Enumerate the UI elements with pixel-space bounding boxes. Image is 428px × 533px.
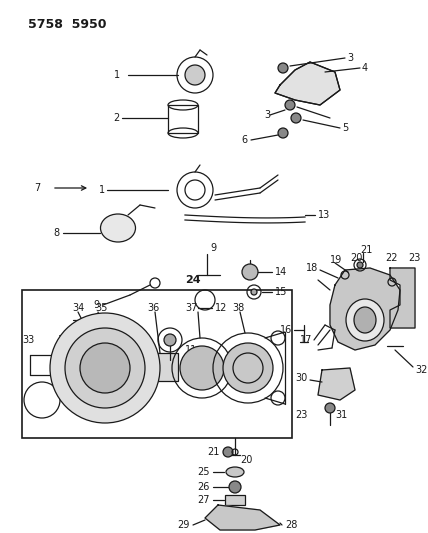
Text: 29: 29: [178, 520, 190, 530]
Circle shape: [223, 447, 233, 457]
Circle shape: [278, 63, 288, 73]
Text: 3: 3: [347, 53, 353, 63]
Text: 9: 9: [210, 243, 216, 253]
Text: 20: 20: [240, 455, 253, 465]
Circle shape: [164, 334, 176, 346]
Circle shape: [242, 264, 258, 280]
Circle shape: [80, 343, 130, 393]
Text: 11: 11: [185, 345, 197, 355]
Text: 15: 15: [275, 287, 287, 297]
Text: 8: 8: [54, 228, 60, 238]
Polygon shape: [390, 268, 415, 328]
Text: 5758  5950: 5758 5950: [28, 18, 107, 31]
Ellipse shape: [354, 307, 376, 333]
Text: 4: 4: [362, 63, 368, 73]
Ellipse shape: [346, 299, 384, 341]
Text: 28: 28: [285, 520, 297, 530]
Text: 12: 12: [215, 303, 227, 313]
Text: 35: 35: [95, 303, 107, 313]
Text: 21: 21: [360, 245, 372, 255]
Circle shape: [285, 100, 295, 110]
Polygon shape: [275, 62, 340, 105]
Text: 3: 3: [264, 110, 270, 120]
Text: 20: 20: [350, 253, 363, 263]
Text: 9: 9: [94, 300, 100, 310]
Bar: [148, 353, 178, 381]
Text: 1: 1: [114, 70, 120, 80]
Circle shape: [223, 343, 273, 393]
Text: 16: 16: [280, 325, 292, 335]
Text: 21: 21: [208, 447, 220, 457]
Circle shape: [278, 128, 288, 138]
Text: 10: 10: [58, 335, 70, 345]
Circle shape: [291, 113, 301, 123]
Circle shape: [357, 262, 363, 268]
Text: 32: 32: [415, 365, 428, 375]
Circle shape: [65, 328, 145, 408]
Text: 18: 18: [306, 263, 318, 273]
Text: 23: 23: [296, 410, 308, 420]
Text: 33: 33: [22, 335, 34, 345]
Text: 2: 2: [114, 113, 120, 123]
Text: 7: 7: [34, 183, 40, 193]
Circle shape: [50, 313, 160, 423]
Ellipse shape: [101, 214, 136, 242]
Circle shape: [229, 481, 241, 493]
Text: 36: 36: [147, 303, 159, 313]
Text: 5: 5: [342, 123, 348, 133]
Text: 19: 19: [330, 255, 342, 265]
Text: 31: 31: [335, 410, 347, 420]
Circle shape: [180, 346, 224, 390]
Text: 1: 1: [99, 185, 105, 195]
Bar: [22, 290, 292, 438]
Bar: [168, 105, 198, 133]
Text: 17: 17: [300, 335, 312, 345]
Polygon shape: [205, 505, 280, 530]
Circle shape: [325, 403, 335, 413]
Polygon shape: [330, 268, 400, 350]
Text: 30: 30: [296, 373, 308, 383]
Text: 23: 23: [408, 253, 420, 263]
Ellipse shape: [226, 467, 244, 477]
Circle shape: [185, 65, 205, 85]
Text: 24: 24: [185, 275, 201, 285]
Text: 38: 38: [232, 303, 244, 313]
Text: 26: 26: [198, 482, 210, 492]
Polygon shape: [318, 368, 355, 400]
Bar: [225, 495, 245, 505]
Text: 6: 6: [242, 135, 248, 145]
Text: 14: 14: [275, 267, 287, 277]
Circle shape: [251, 289, 257, 295]
Text: 13: 13: [318, 210, 330, 220]
Text: 27: 27: [197, 495, 210, 505]
Text: 34: 34: [72, 303, 84, 313]
Text: 22: 22: [385, 253, 398, 263]
Text: 37: 37: [185, 303, 197, 313]
Text: 25: 25: [197, 467, 210, 477]
